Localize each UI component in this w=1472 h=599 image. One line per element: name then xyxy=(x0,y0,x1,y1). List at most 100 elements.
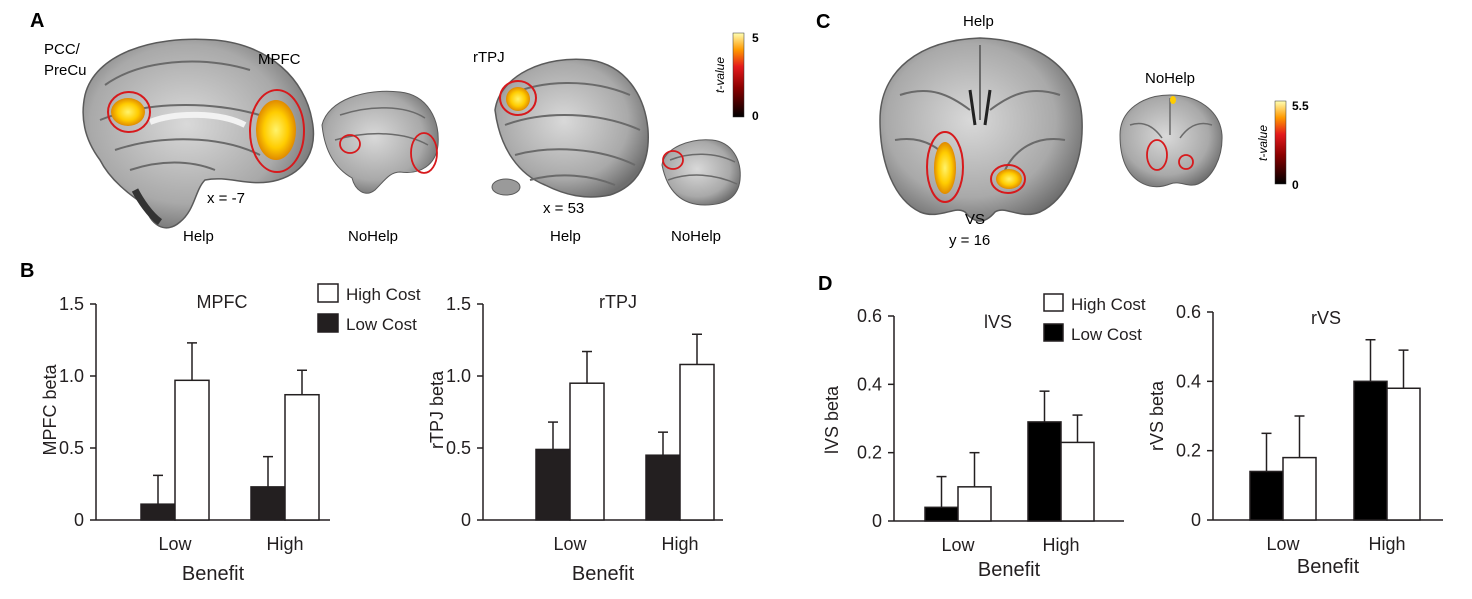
label-vs: VS xyxy=(965,211,985,228)
coord-medial: x = -7 xyxy=(207,190,245,207)
panel-letter-a: A xyxy=(30,10,44,32)
brain-lateral-shape xyxy=(494,58,649,198)
x-axis-label: Benefit xyxy=(1297,556,1360,578)
brain-medial-help xyxy=(82,38,315,229)
panel-letter-b: B xyxy=(20,260,34,282)
brain-coronal-gyri xyxy=(894,45,1066,171)
x-tick-label: Low xyxy=(553,534,587,554)
legend-swatch xyxy=(317,283,339,303)
coord-lateral: x = 53 xyxy=(543,200,584,217)
y-tick-label: 1.0 xyxy=(59,366,84,386)
y-tick-label: 0 xyxy=(872,511,882,531)
colorbar-a-min: 0 xyxy=(752,109,759,123)
x-axis-label: Benefit xyxy=(572,563,635,585)
coord-coronal: y = 16 xyxy=(949,232,990,249)
corpus-callosum xyxy=(148,111,247,128)
activation-rvs xyxy=(996,169,1022,189)
bar-low-cost-low xyxy=(924,506,959,522)
roi-circle-mpfc xyxy=(249,89,305,173)
activation-lvs xyxy=(934,142,956,194)
bar-low-cost-high xyxy=(1353,380,1388,521)
brain-coronal-ventricles xyxy=(968,89,992,126)
colorbar-c-min: 0 xyxy=(1292,178,1299,192)
label-nohelp-c: NoHelp xyxy=(1145,70,1195,87)
chart-lvs: 0 0.2 0.4 0.6 Low High lVS Benefit lVS beta High … xyxy=(822,293,1146,581)
bar-low-cost-low xyxy=(140,503,176,521)
roi-circle-rtpj xyxy=(499,80,537,116)
x-tick-label: Low xyxy=(941,535,975,555)
legend-label: Low Cost xyxy=(346,315,417,334)
y-tick-label: 0.2 xyxy=(1176,441,1201,461)
legend-label: High Cost xyxy=(1071,295,1146,314)
y-tick-label: 0 xyxy=(461,510,471,530)
brain-small-shape xyxy=(321,90,439,194)
roi-circle-rvs-nohelp xyxy=(1178,154,1194,170)
bar-low-cost-high xyxy=(250,486,286,521)
label-pcc: PCC/ xyxy=(44,41,81,58)
x-tick-label: High xyxy=(1042,535,1079,555)
legend-swatch xyxy=(317,313,339,333)
legend-swatch xyxy=(1043,323,1064,342)
label-help-c: Help xyxy=(963,13,994,30)
brain-medial-nohelp xyxy=(321,90,439,194)
brain-lateral-help xyxy=(491,58,649,198)
activation-rtpj xyxy=(506,87,530,111)
panel-letter-d: D xyxy=(818,273,832,295)
y-axis-label: rVS beta xyxy=(1147,380,1167,451)
bar-high-cost-low xyxy=(569,382,605,521)
colorbar-c: 5.5 0 t-value xyxy=(1256,99,1309,192)
y-axis-label: MPFC beta xyxy=(40,363,60,455)
x-axis-label: Benefit xyxy=(978,559,1041,581)
roi-circle-mpfc-nohelp xyxy=(410,132,438,174)
x-tick-label: Low xyxy=(1266,534,1300,554)
colorbar-c-label: t-value xyxy=(1256,125,1270,161)
y-tick-label: 0.2 xyxy=(857,443,882,463)
bar-high-cost-high xyxy=(1060,441,1095,522)
chart-rtpj: 0 0.5 1.0 1.5 Low High rTPJ Benefit rTPJ beta xyxy=(427,292,723,585)
bar-low-cost-high xyxy=(1027,421,1062,522)
panel-c: C Help VS y = 16 NoHelp 5.5 0 t- xyxy=(816,11,1309,249)
bar-high-cost-low xyxy=(1282,456,1317,521)
chart-title: rVS xyxy=(1311,308,1341,328)
brain-coronal-help xyxy=(879,37,1083,222)
label-nohelp-a-left: NoHelp xyxy=(348,228,398,245)
brain-medial-shape xyxy=(82,38,315,229)
chart-rvs: 0 0.2 0.4 0.6 Low High rVS Benefit rVS beta xyxy=(1147,302,1443,578)
y-tick-label: 0.4 xyxy=(857,374,882,394)
x-axis-label: Benefit xyxy=(182,563,245,585)
x-tick-label: High xyxy=(661,534,698,554)
activation-mpfc xyxy=(256,100,296,160)
y-tick-label: 0.5 xyxy=(59,438,84,458)
brain-small-coronal-gyri xyxy=(1129,98,1213,139)
y-axis-label: lVS beta xyxy=(822,385,842,454)
y-tick-label: 1.5 xyxy=(446,294,471,314)
brain-lateral-nohelp xyxy=(661,139,741,206)
legend-label: High Cost xyxy=(346,285,421,304)
bar-low-cost-high xyxy=(645,454,681,521)
bar-low-cost-low xyxy=(1249,470,1284,521)
x-tick-label: High xyxy=(266,534,303,554)
y-tick-label: 1.5 xyxy=(59,294,84,314)
panel-letter-c: C xyxy=(816,11,830,33)
cerebellum-dark xyxy=(131,188,163,225)
colorbar-c-max: 5.5 xyxy=(1292,99,1309,113)
chart-title: lVS xyxy=(984,312,1012,332)
label-precu: PreCu xyxy=(44,62,87,79)
y-tick-label: 0.4 xyxy=(1176,371,1201,391)
brain-small-coronal-shape xyxy=(1119,94,1223,188)
panel-a: A PCC/ PreCu MPFC x = -7 Help NoHelp xyxy=(30,10,759,245)
chart-title: MPFC xyxy=(197,292,248,312)
legend-swatch xyxy=(1043,293,1064,312)
y-tick-label: 1.0 xyxy=(446,366,471,386)
label-rtpj: rTPJ xyxy=(473,49,505,66)
label-help-a-right: Help xyxy=(550,228,581,245)
bar-high-cost-high xyxy=(1386,387,1421,521)
bar-high-cost-low xyxy=(957,486,992,522)
colorbar-a-max: 5 xyxy=(752,31,759,45)
chart-title: rTPJ xyxy=(599,292,637,312)
y-tick-label: 0 xyxy=(74,510,84,530)
brain-small-gyri xyxy=(334,107,429,146)
brain-coronal-nohelp xyxy=(1119,94,1223,188)
label-help-a-left: Help xyxy=(183,228,214,245)
